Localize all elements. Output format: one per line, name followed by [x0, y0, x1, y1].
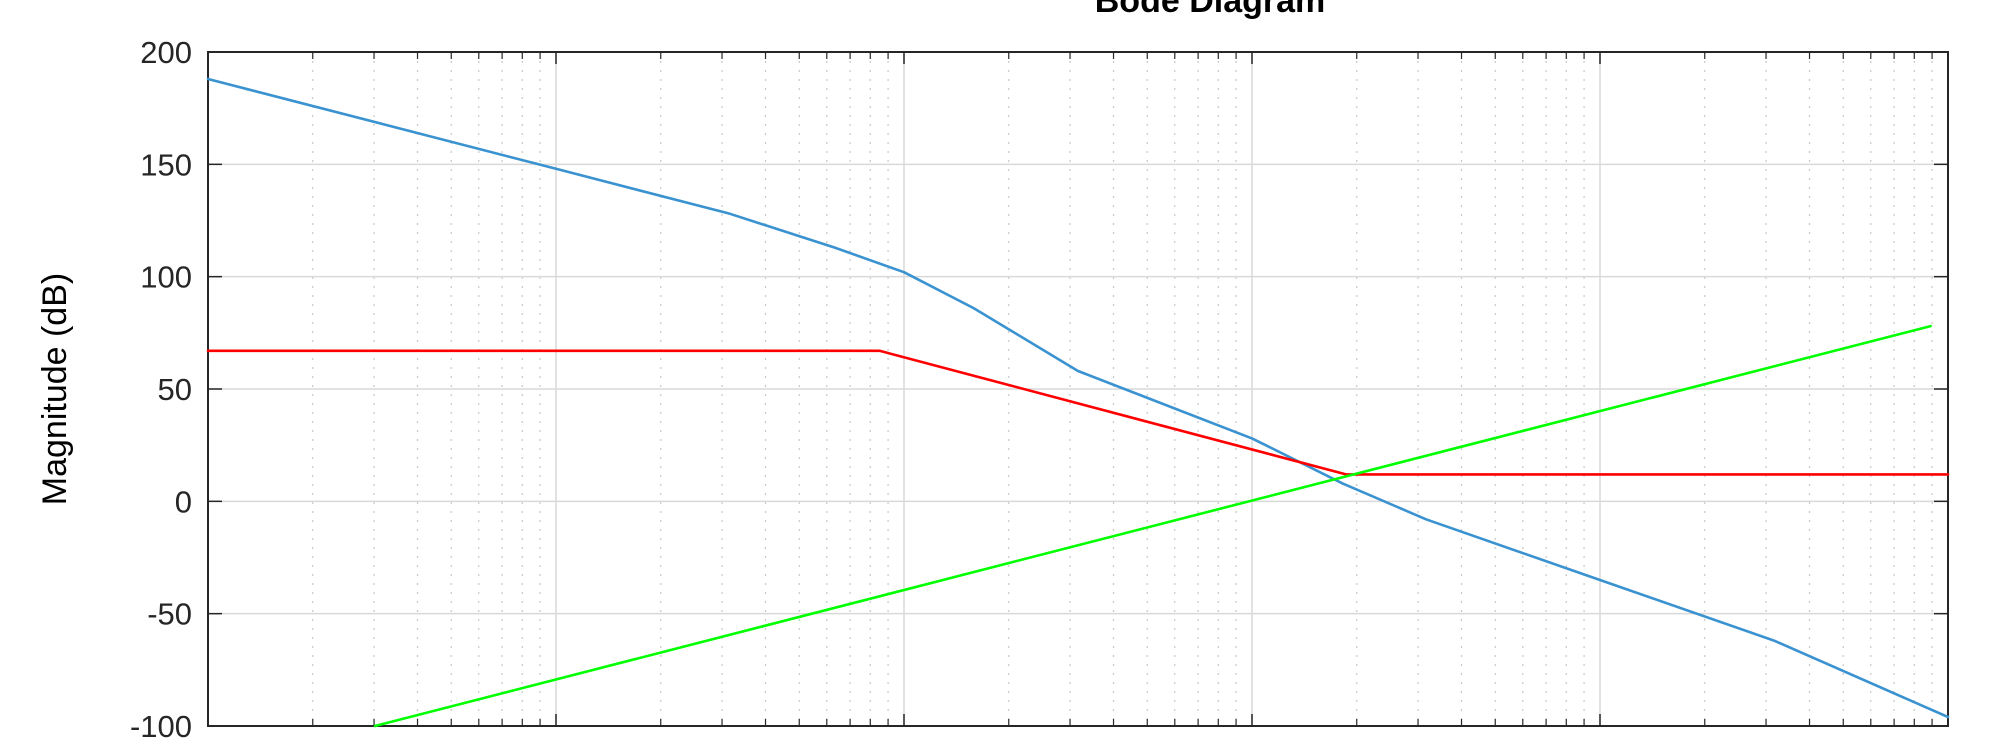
grid [208, 52, 1948, 726]
y-tick-label: -50 [147, 597, 192, 632]
y-tick-labels: -100 -50 0 50 100 150 200 [130, 35, 192, 744]
y-axis-label: Magnitude (dB) [36, 273, 74, 505]
y-tick-label: 50 [158, 372, 192, 407]
y-tick-label: 200 [140, 35, 192, 70]
series-line-2 [206, 349, 1950, 476]
y-tick-label: 100 [140, 260, 192, 295]
y-tick-label: -100 [130, 709, 192, 744]
series-line-1 [206, 77, 1950, 719]
chart-title: Bode Diagram [1095, 0, 1326, 20]
y-tick-label: 0 [175, 484, 192, 519]
series-lines [206, 77, 1950, 728]
axis-ticks [207, 51, 1949, 727]
y-tick-label: 150 [140, 147, 192, 182]
series-line-3 [373, 324, 1932, 728]
